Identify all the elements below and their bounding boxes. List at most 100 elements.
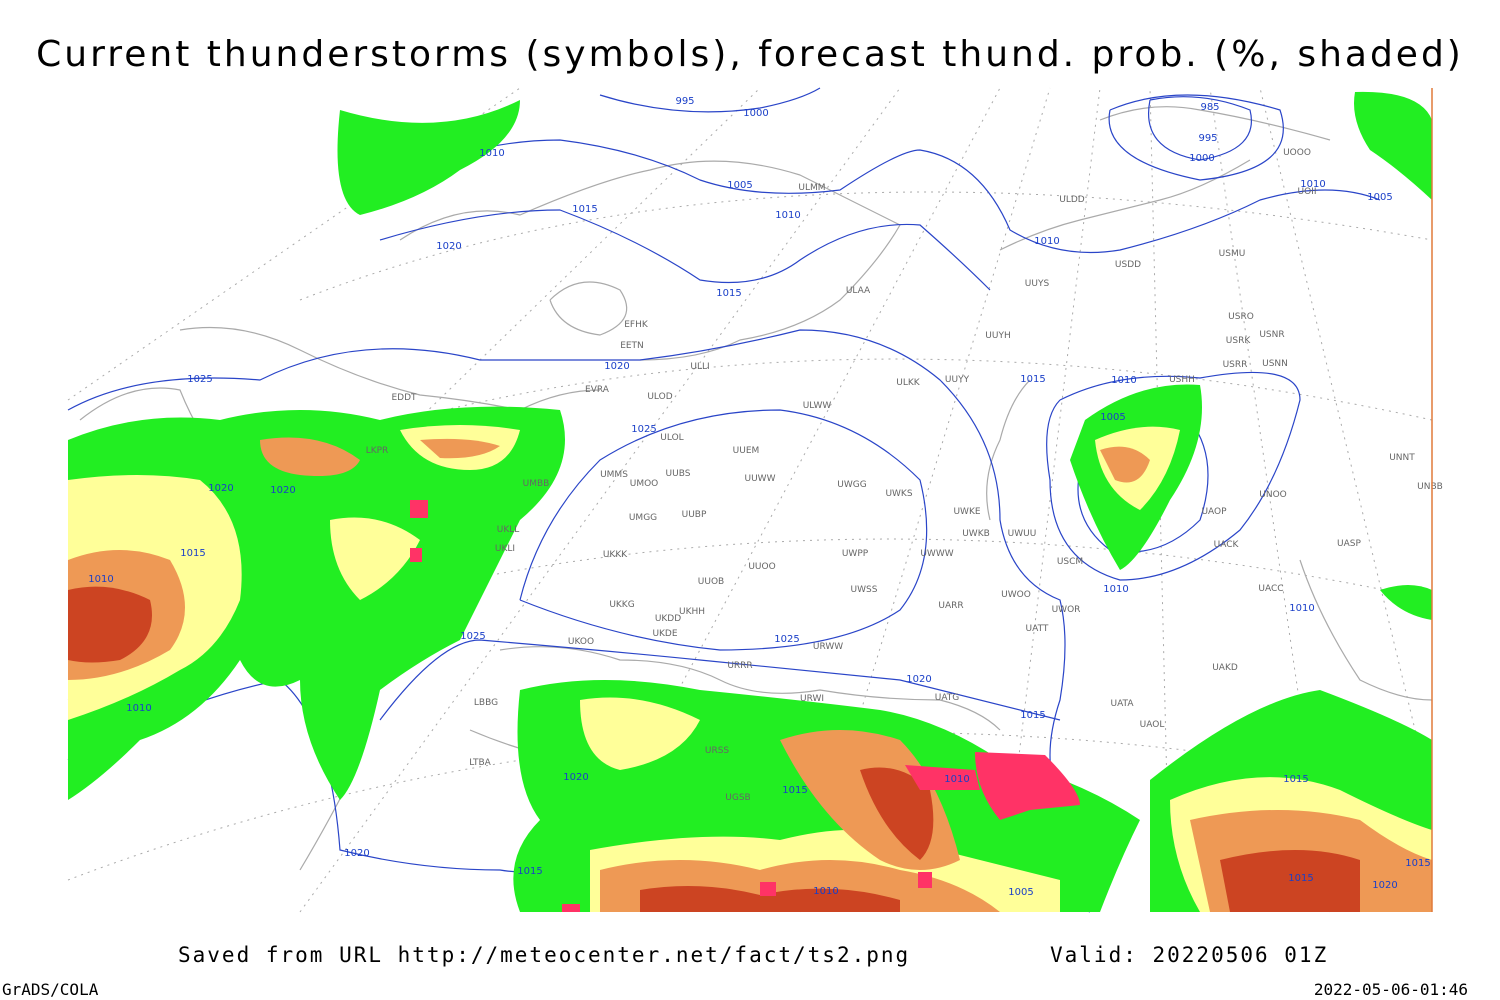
isobar-label: 1005 [1008, 887, 1033, 898]
station-label: UAKD [1212, 663, 1238, 673]
isobar-label: 1020 [436, 241, 461, 252]
station-label: UKKG [609, 600, 634, 610]
station-label: URRR [727, 661, 752, 671]
station-label: UWKE [953, 507, 980, 517]
station-label: UAOP [1201, 507, 1227, 517]
station-label: USRO [1228, 312, 1254, 322]
isobar-label: 1010 [944, 774, 969, 785]
station-label: UUOB [698, 577, 724, 587]
isobar-label: 1020 [1372, 880, 1397, 891]
isobar-label: 1025 [631, 424, 656, 435]
station-label: UUEM [733, 446, 760, 456]
credit: GrADS/COLA [2, 980, 99, 999]
isobar-label: 1025 [460, 631, 485, 642]
isobar-label: 1010 [813, 886, 838, 897]
station-label: UWOR [1052, 605, 1081, 615]
station-label: UWPP [842, 549, 869, 559]
isobar-label: 1005 [727, 180, 752, 191]
station-label: ULOD [647, 392, 672, 402]
isobar-label: 1015 [782, 785, 807, 796]
isobar-label: 1020 [563, 772, 588, 783]
station-label: UWKB [962, 529, 990, 539]
isobar-label: 1010 [1111, 375, 1136, 386]
isobar-label: 1010 [1034, 236, 1059, 247]
grid-line [67, 538, 1433, 701]
station-label: EDDT [391, 393, 417, 403]
station-label: LTBA [469, 758, 491, 768]
station-label: UUYS [1025, 279, 1050, 289]
station-label: UWGG [837, 480, 866, 490]
grid-line [119, 358, 1433, 521]
isobar-label: 1010 [479, 148, 504, 159]
isobar-label: 1020 [604, 361, 629, 372]
isobar-label: 1015 [1283, 774, 1308, 785]
station-label: UAOL [1140, 720, 1165, 730]
station-label: UKHH [679, 607, 705, 617]
station-label: UGSB [725, 793, 750, 803]
station-label: UATT [1026, 624, 1049, 634]
isobar-label: 1015 [1020, 374, 1045, 385]
isobar-labels: 995 1000 1010 1005 1015 1010 1020 1015 1010 985 99… [88, 96, 1430, 898]
station-label: UMMS [600, 470, 628, 480]
grid-line [1259, 87, 1433, 801]
station-label: UKDD [655, 614, 681, 624]
grid-line [67, 87, 521, 401]
station-label: URWW [813, 642, 843, 652]
station-label: UKOO [568, 637, 594, 647]
grid-line [299, 191, 1433, 301]
station-label: UWUU [1008, 529, 1037, 539]
probability-shading [68, 91, 1432, 912]
station-label: UMGG [629, 513, 657, 523]
station-label: UUYY [945, 375, 970, 385]
thunderstorm-symbols [410, 500, 1080, 912]
isobar-label: 1025 [187, 374, 212, 385]
station-label: UMBB [523, 479, 550, 489]
station-label: EVRA [585, 385, 610, 395]
station-label: LKPR [366, 446, 389, 456]
station-label: UUBP [682, 510, 707, 520]
isobar-label: 1015 [517, 866, 542, 877]
station-label: UUOO [748, 562, 775, 572]
station-label: EETN [620, 341, 644, 351]
station-label: UOII [1298, 187, 1317, 197]
station-label: UKLL [497, 525, 520, 535]
station-label: ULWW [803, 401, 832, 411]
station-label: USNR [1259, 330, 1284, 340]
isobar-label: 1010 [775, 210, 800, 221]
isobar-label: 1010 [1300, 179, 1325, 190]
station-label: UMOO [630, 479, 659, 489]
isobar-label: 1015 [572, 204, 597, 215]
station-label: UOOO [1283, 148, 1311, 158]
station-label: UATG [935, 693, 960, 703]
station-labels: ULDD USMU UUYS ULAA USRO USRK USNR UUYH USRR USNN… [366, 148, 1443, 803]
station-label: URSS [705, 746, 730, 756]
station-label: UUWW [745, 474, 776, 484]
station-label: USHH [1169, 375, 1195, 385]
station-label: EFHK [624, 320, 649, 330]
station-label: UATA [1110, 699, 1134, 709]
station-label: UKDE [652, 629, 677, 639]
isobar-label: 1020 [270, 485, 295, 496]
title: Current thunderstorms (symbols), forecas… [36, 34, 1464, 75]
station-label: UWOO [1001, 590, 1031, 600]
station-label: UNNT [1389, 453, 1415, 463]
station-label: USDD [1115, 260, 1141, 270]
station-label: UKLI [495, 544, 515, 554]
grid-line [299, 87, 901, 913]
isobar-label: 1010 [1103, 584, 1128, 595]
isobar-label: 985 [1200, 102, 1219, 113]
station-label: ULAA [846, 286, 871, 296]
station-label: ULKK [896, 378, 921, 388]
isobar-label: 1015 [1405, 858, 1430, 869]
station-label: ULOL [660, 433, 683, 443]
station-label: ULLI [690, 362, 709, 372]
isobar-label: 1020 [906, 674, 931, 685]
source-url: Saved from URL http://meteocenter.net/fa… [178, 943, 910, 967]
isobar-label: 1010 [1289, 603, 1314, 614]
station-label: UARR [938, 601, 963, 611]
station-label: USNN [1262, 359, 1288, 369]
isobar-label: 1010 [126, 703, 151, 714]
isobar-label: 995 [1198, 133, 1217, 144]
isobar-label: 1015 [716, 288, 741, 299]
